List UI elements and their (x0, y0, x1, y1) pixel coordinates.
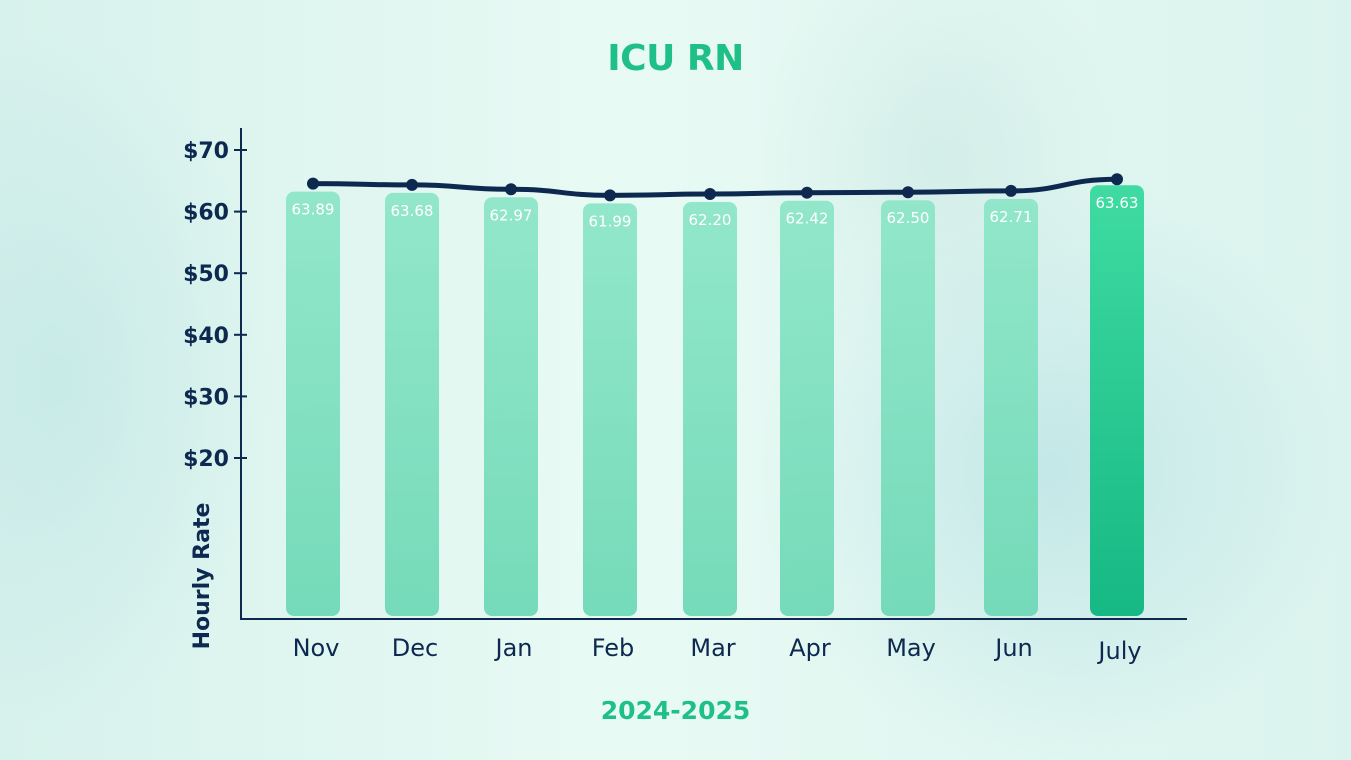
x-tick-nov: Nov (293, 634, 340, 662)
data-label-dec: 63.68 (391, 202, 434, 220)
bar-jun (984, 198, 1038, 616)
data-label-nov: 63.89 (292, 201, 335, 219)
x-tick-jun: Jun (993, 634, 1033, 662)
y-tick-20: $20 (183, 447, 229, 472)
data-label-mar: 62.20 (689, 211, 732, 229)
trend-point-feb (604, 189, 616, 202)
bar-jan (484, 197, 538, 616)
data-label-july: 63.63 (1096, 194, 1139, 212)
bar-may (881, 200, 935, 616)
y-ticks: $20 $30 $40 $50 $60 $70 (183, 139, 247, 472)
trend-point-july (1111, 173, 1123, 186)
trend-point-apr (801, 186, 813, 199)
axes-layer (240, 128, 1187, 620)
y-tick-30: $30 (183, 385, 229, 410)
chart-title: ICU RN (607, 38, 744, 79)
trend-point-dec (406, 178, 418, 191)
y-axis-label: Hourly Rate (190, 503, 215, 650)
bar-mar (683, 202, 737, 616)
x-axis-label: 2024-2025 (600, 696, 751, 725)
data-label-may: 62.50 (887, 209, 930, 227)
y-tick-50: $50 (183, 262, 229, 287)
data-label-jan: 62.97 (490, 206, 533, 224)
bars-layer (286, 185, 1144, 616)
x-tick-jan: Jan (494, 634, 533, 662)
trend-point-may (902, 186, 914, 199)
bar-nov (286, 191, 340, 616)
data-label-jun: 62.71 (990, 208, 1033, 226)
trend-point-jun (1005, 184, 1017, 197)
trend-point-nov (307, 177, 319, 190)
bar-apr (780, 200, 834, 616)
trend-point-mar (704, 188, 716, 201)
x-tick-dec: Dec (392, 634, 438, 662)
x-tick-feb: Feb (592, 634, 635, 662)
trend-point-jan (505, 183, 517, 196)
data-labels: 63.89 63.68 62.97 61.99 62.20 62.42 62.50 62.71… (292, 194, 1139, 230)
x-tick-apr: Apr (789, 634, 831, 662)
data-label-apr: 62.42 (786, 210, 829, 228)
bar-dec (385, 192, 439, 616)
bar-july (1090, 185, 1144, 616)
x-tick-july: July (1096, 637, 1141, 665)
y-tick-70: $70 (183, 139, 229, 164)
x-ticks: Nov Dec Jan Feb Mar Apr May Jun July (293, 634, 1142, 665)
bar-feb (583, 203, 637, 616)
data-label-feb: 61.99 (589, 212, 632, 230)
y-tick-40: $40 (183, 324, 229, 349)
x-tick-mar: Mar (690, 634, 735, 662)
x-tick-may: May (886, 634, 936, 662)
y-tick-60: $60 (183, 201, 229, 226)
trend-line-layer (307, 173, 1123, 202)
